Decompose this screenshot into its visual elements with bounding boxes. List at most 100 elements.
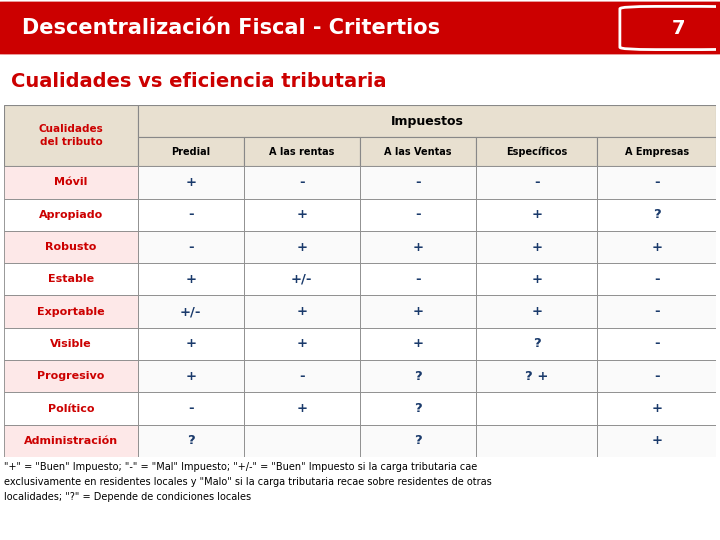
FancyBboxPatch shape <box>4 199 138 231</box>
FancyBboxPatch shape <box>243 360 360 393</box>
Text: Cualidades vs eficiencia tributaria: Cualidades vs eficiencia tributaria <box>11 72 387 91</box>
FancyBboxPatch shape <box>598 393 716 424</box>
FancyBboxPatch shape <box>598 137 716 166</box>
Text: +: + <box>185 370 197 383</box>
Text: ?: ? <box>187 434 194 447</box>
FancyBboxPatch shape <box>138 231 243 263</box>
Text: Específicos: Específicos <box>506 146 567 157</box>
Text: +: + <box>651 240 662 253</box>
FancyBboxPatch shape <box>598 295 716 328</box>
Text: -: - <box>188 208 194 221</box>
FancyBboxPatch shape <box>4 393 138 424</box>
FancyBboxPatch shape <box>360 393 477 424</box>
FancyBboxPatch shape <box>360 295 477 328</box>
Text: "+" = "Buen" Impuesto; "-" = "Mal" Impuesto; "+/-" = "Buen" Impuesto si la carga: "+" = "Buen" Impuesto; "-" = "Mal" Impue… <box>4 462 492 502</box>
Text: Cualidades
del tributo: Cualidades del tributo <box>39 124 104 147</box>
FancyBboxPatch shape <box>4 231 138 263</box>
Text: Robusto: Robusto <box>45 242 96 252</box>
Text: +/-: +/- <box>180 305 202 318</box>
FancyBboxPatch shape <box>598 166 716 199</box>
FancyBboxPatch shape <box>4 295 138 328</box>
Text: Apropiado: Apropiado <box>39 210 103 220</box>
Text: -: - <box>654 273 660 286</box>
FancyBboxPatch shape <box>4 424 138 457</box>
FancyBboxPatch shape <box>360 424 477 457</box>
Text: +: + <box>185 338 197 350</box>
Text: +: + <box>297 402 307 415</box>
FancyBboxPatch shape <box>243 166 360 199</box>
Text: +: + <box>297 305 307 318</box>
FancyBboxPatch shape <box>138 166 243 199</box>
FancyBboxPatch shape <box>477 360 598 393</box>
Text: ?: ? <box>414 434 422 447</box>
Text: +: + <box>185 273 197 286</box>
Text: +: + <box>531 208 542 221</box>
Text: A las rentas: A las rentas <box>269 147 335 157</box>
FancyBboxPatch shape <box>598 231 716 263</box>
FancyBboxPatch shape <box>138 328 243 360</box>
FancyBboxPatch shape <box>138 199 243 231</box>
Text: 7: 7 <box>672 18 685 37</box>
FancyBboxPatch shape <box>243 424 360 457</box>
FancyBboxPatch shape <box>477 328 598 360</box>
Text: +: + <box>297 208 307 221</box>
Text: +: + <box>185 176 197 189</box>
FancyBboxPatch shape <box>138 424 243 457</box>
FancyBboxPatch shape <box>4 328 138 360</box>
FancyBboxPatch shape <box>360 166 477 199</box>
Text: ?: ? <box>414 402 422 415</box>
FancyBboxPatch shape <box>598 424 716 457</box>
Text: -: - <box>415 176 421 189</box>
FancyBboxPatch shape <box>620 6 720 50</box>
FancyBboxPatch shape <box>477 295 598 328</box>
Text: ? +: ? + <box>525 370 549 383</box>
Text: +: + <box>651 402 662 415</box>
Text: -: - <box>415 273 421 286</box>
FancyBboxPatch shape <box>360 263 477 295</box>
Text: -: - <box>654 370 660 383</box>
FancyBboxPatch shape <box>360 360 477 393</box>
Text: -: - <box>534 176 540 189</box>
Text: +: + <box>413 338 423 350</box>
Text: -: - <box>299 176 305 189</box>
Text: -: - <box>415 208 421 221</box>
FancyBboxPatch shape <box>477 137 598 166</box>
FancyBboxPatch shape <box>243 231 360 263</box>
FancyBboxPatch shape <box>598 263 716 295</box>
Text: Político: Político <box>48 403 94 414</box>
Text: Predial: Predial <box>171 147 210 157</box>
Text: +: + <box>413 240 423 253</box>
Text: -: - <box>654 338 660 350</box>
FancyBboxPatch shape <box>477 231 598 263</box>
Text: +: + <box>413 305 423 318</box>
FancyBboxPatch shape <box>243 263 360 295</box>
Text: -: - <box>299 370 305 383</box>
FancyBboxPatch shape <box>360 199 477 231</box>
FancyBboxPatch shape <box>0 2 720 55</box>
FancyBboxPatch shape <box>598 360 716 393</box>
Text: Estable: Estable <box>48 274 94 285</box>
Text: -: - <box>654 305 660 318</box>
FancyBboxPatch shape <box>243 199 360 231</box>
FancyBboxPatch shape <box>138 263 243 295</box>
FancyBboxPatch shape <box>477 199 598 231</box>
Text: Administración: Administración <box>24 436 118 446</box>
Text: A Empresas: A Empresas <box>625 147 689 157</box>
Text: Exportable: Exportable <box>37 307 105 316</box>
FancyBboxPatch shape <box>360 328 477 360</box>
FancyBboxPatch shape <box>243 393 360 424</box>
Text: +: + <box>531 273 542 286</box>
Text: +: + <box>651 434 662 447</box>
Text: Visible: Visible <box>50 339 92 349</box>
FancyBboxPatch shape <box>243 137 360 166</box>
FancyBboxPatch shape <box>477 393 598 424</box>
Text: ?: ? <box>414 370 422 383</box>
FancyBboxPatch shape <box>477 424 598 457</box>
Text: -: - <box>188 402 194 415</box>
Text: +: + <box>297 240 307 253</box>
FancyBboxPatch shape <box>138 295 243 328</box>
Text: A las Ventas: A las Ventas <box>384 147 452 157</box>
Text: ?: ? <box>533 338 541 350</box>
Text: +: + <box>297 338 307 350</box>
FancyBboxPatch shape <box>4 105 138 166</box>
